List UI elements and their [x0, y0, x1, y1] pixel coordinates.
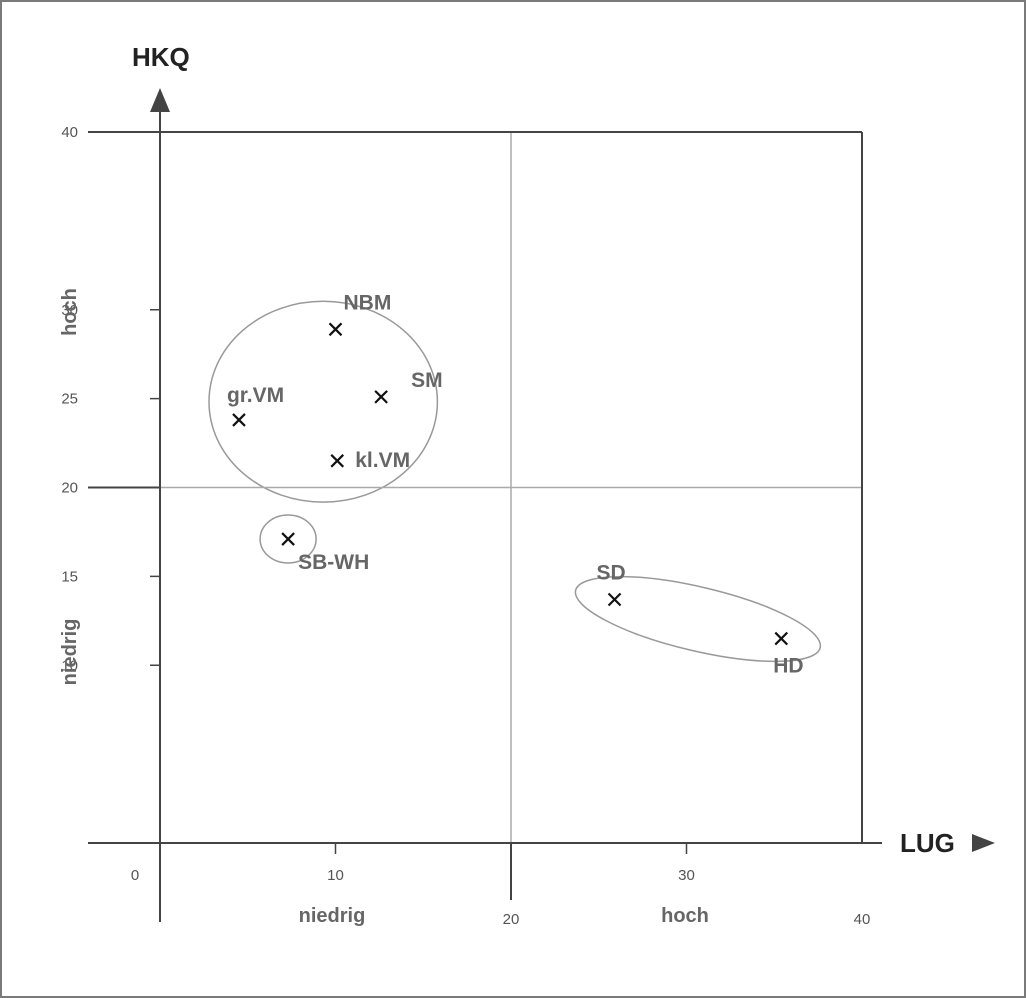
- marker-stroke-b: [374, 390, 388, 404]
- y-tick-label-30: 30: [61, 302, 78, 319]
- cluster-ellipse-2: [259, 514, 317, 564]
- tick-layer: 10 15 20 25 30 40 0 10 20 30 40: [61, 124, 870, 928]
- y-tick-label-40: 40: [61, 124, 78, 141]
- x-axis-title: LUG: [900, 828, 955, 858]
- marker-stroke-b: [774, 631, 789, 646]
- marker-stroke-b: [607, 592, 622, 607]
- point-label: NBM: [344, 291, 392, 314]
- point-label: HD: [773, 655, 803, 678]
- point-label: gr.VM: [227, 384, 284, 407]
- point-sb-wh: SB-WH: [281, 532, 369, 574]
- x-tick-label-40: 40: [854, 911, 871, 928]
- points-layer: NBM SM gr.VM kl.VM SB-WH SD HD: [227, 291, 804, 677]
- x-axis-arrow: [972, 834, 995, 852]
- y-axis-title: HKQ: [132, 42, 190, 72]
- point-kl-vm: kl.VM: [330, 449, 410, 472]
- point-gr-vm: gr.VM: [227, 384, 284, 427]
- x-level-low: niedrig: [299, 905, 366, 927]
- x-tick-label-30: 30: [678, 867, 695, 884]
- point-nbm: NBM: [328, 291, 392, 337]
- point-sm: SM: [374, 369, 443, 404]
- cluster-ellipse-3: [574, 575, 822, 663]
- y-axis-arrow: [150, 88, 170, 112]
- divider-layer: [160, 132, 862, 843]
- y-level-high: hoch: [59, 288, 81, 336]
- cluster-ellipse-1: [208, 300, 439, 503]
- y-tick-label-25: 25: [61, 391, 78, 408]
- point-sd: SD: [597, 561, 626, 607]
- y-tick-label-20: 20: [61, 480, 78, 497]
- marker-stroke-b: [328, 322, 343, 337]
- x-tick-label-0: 0: [131, 867, 139, 884]
- point-label: SD: [597, 561, 626, 584]
- point-label: kl.VM: [355, 449, 410, 472]
- point-label: SM: [411, 369, 443, 392]
- x-tick-label-10: 10: [327, 867, 344, 884]
- x-level-high: hoch: [661, 905, 709, 927]
- x-tick-label-20: 20: [503, 911, 520, 928]
- marker-stroke-b: [330, 454, 345, 468]
- point-hd: HD: [773, 631, 804, 678]
- y-tick-label-15: 15: [61, 568, 78, 585]
- y-tick-label-10: 10: [61, 657, 78, 674]
- marker-stroke-b: [232, 413, 246, 427]
- y-level-low: niedrig: [59, 619, 81, 686]
- point-label: SB-WH: [298, 551, 369, 574]
- marker-stroke-b: [281, 532, 295, 546]
- axes-layer: [88, 88, 995, 922]
- cluster-layer: [208, 300, 822, 663]
